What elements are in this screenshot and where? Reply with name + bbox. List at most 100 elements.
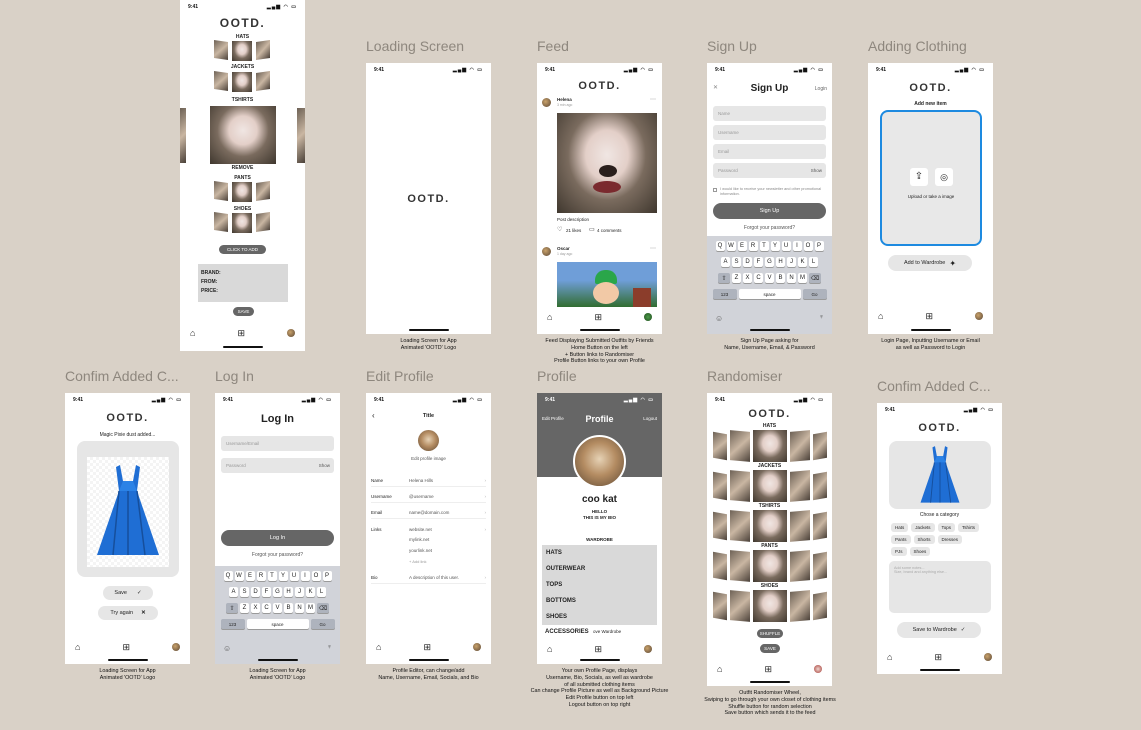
key-j[interactable]: J (295, 587, 304, 597)
item-thumb[interactable] (232, 41, 252, 61)
key-a[interactable]: A (229, 587, 238, 597)
add-icon[interactable]: ⊞ (934, 651, 942, 662)
show-password-toggle[interactable]: Show (318, 463, 330, 468)
item-thumb[interactable] (712, 471, 727, 501)
add-to-wardrobe-button[interactable]: Add to Wardrobe ✦ (888, 255, 972, 271)
key-d[interactable]: D (743, 257, 752, 267)
add-icon[interactable]: ⊞ (925, 310, 933, 321)
key-s[interactable]: S (240, 587, 249, 597)
click-to-add-button[interactable]: CLICK TO ADD (219, 245, 266, 254)
key-l[interactable]: L (809, 257, 818, 267)
mic-icon[interactable]: ♆ (818, 314, 824, 321)
category-carousel[interactable] (711, 510, 828, 542)
login-link[interactable]: Login (814, 86, 827, 92)
item-thumb[interactable] (729, 510, 750, 542)
key-o[interactable]: O (803, 241, 813, 251)
item-thumb[interactable] (752, 510, 787, 542)
key-s[interactable]: S (732, 257, 741, 267)
more-icon[interactable]: ⋯ (650, 97, 656, 103)
key-v[interactable]: V (273, 603, 282, 613)
key-q[interactable]: Q (715, 241, 725, 251)
key-e[interactable]: E (737, 241, 747, 251)
try-again-button[interactable]: Try again ✕ (98, 606, 158, 620)
delete-key[interactable]: ⌫ (809, 273, 821, 283)
key-p[interactable]: P (322, 571, 332, 581)
tshirts-selected-item[interactable] (210, 106, 276, 164)
home-icon[interactable]: ⌂ (376, 641, 382, 652)
item-thumb-right[interactable] (297, 108, 305, 163)
key-b[interactable]: B (284, 603, 293, 613)
post-username[interactable]: Helena (557, 97, 572, 102)
bio-row[interactable]: Bio A description of this user. › (371, 572, 486, 584)
key-h[interactable]: H (284, 587, 293, 597)
password-field[interactable]: Password (221, 458, 334, 473)
delete-key[interactable]: ⌫ (317, 603, 329, 613)
key-k[interactable]: K (798, 257, 807, 267)
key-x[interactable]: X (743, 273, 752, 283)
forgot-password-link[interactable]: Forgot your password? (251, 552, 304, 558)
upload-dropzone[interactable]: ⇪ ◎ Upload or take a image (880, 110, 982, 246)
jackets-carousel[interactable] (208, 71, 276, 92)
numbers-key[interactable]: 123 (712, 289, 737, 299)
close-icon[interactable]: ✕ (713, 85, 719, 91)
profile-avatar[interactable] (286, 329, 295, 337)
item-thumb[interactable] (729, 470, 750, 502)
shift-key[interactable]: ⇧ (226, 603, 238, 613)
save-to-wardrobe-button[interactable]: Save to Wardrobe ✓ (897, 622, 981, 638)
item-thumb[interactable] (752, 430, 787, 462)
add-icon[interactable]: ⊞ (764, 663, 772, 674)
logout-link[interactable]: Logout (643, 416, 657, 421)
profile-avatar[interactable] (643, 313, 652, 321)
emoji-icon[interactable]: ☺ (715, 314, 724, 323)
item-thumb[interactable] (256, 40, 270, 60)
go-key[interactable]: Go (802, 289, 827, 299)
home-icon[interactable]: ⌂ (75, 641, 81, 652)
name-field[interactable]: Name (713, 106, 826, 121)
profile-avatar[interactable] (171, 643, 180, 651)
post-image[interactable] (557, 113, 657, 213)
key-g[interactable]: G (765, 257, 774, 267)
item-thumb[interactable] (812, 551, 827, 581)
post-username[interactable]: Oscar (557, 246, 570, 251)
category-chip-tshirts[interactable]: Tshirts (958, 523, 980, 532)
username-email-field[interactable]: Username/Email (221, 436, 334, 451)
more-icon[interactable]: ⋯ (650, 246, 656, 252)
item-thumb[interactable] (214, 40, 228, 60)
item-thumb[interactable] (712, 511, 727, 541)
item-thumb[interactable] (232, 213, 252, 233)
shoes-carousel[interactable] (208, 212, 276, 233)
item-thumb[interactable] (214, 181, 228, 201)
username-field[interactable]: Username (713, 125, 826, 140)
item-thumb[interactable] (712, 551, 727, 581)
add-icon[interactable]: ⊞ (594, 643, 602, 654)
key-u[interactable]: U (289, 571, 299, 581)
item-thumb[interactable] (256, 71, 270, 91)
category-chip-shoes[interactable]: Shoes (909, 547, 931, 556)
add-link-button[interactable]: + Add link (409, 559, 427, 564)
item-thumb[interactable] (712, 431, 727, 461)
item-thumb-left[interactable] (180, 108, 186, 163)
key-i[interactable]: I (300, 571, 310, 581)
key-z[interactable]: Z (240, 603, 249, 613)
comment-icon[interactable]: ▭ (589, 227, 595, 233)
home-icon[interactable]: ⌂ (878, 310, 884, 321)
key-l[interactable]: L (317, 587, 326, 597)
like-icon[interactable]: ♡ (557, 227, 563, 233)
key-y[interactable]: Y (278, 571, 288, 581)
key-t[interactable]: T (759, 241, 769, 251)
add-icon[interactable]: ⊞ (122, 641, 130, 652)
mic-icon[interactable]: ♆ (326, 644, 332, 651)
category-chip-jackets[interactable]: Jackets (911, 523, 935, 532)
emoji-icon[interactable]: ☺ (223, 644, 232, 653)
category-carousel[interactable] (711, 550, 828, 582)
name-row[interactable]: Name Helena Hills › (371, 475, 486, 487)
item-thumb[interactable] (812, 431, 827, 461)
signup-button[interactable]: Sign Up (713, 203, 826, 219)
key-f[interactable]: F (262, 587, 271, 597)
key-o[interactable]: O (311, 571, 321, 581)
key-g[interactable]: G (273, 587, 282, 597)
upload-icon[interactable]: ⇪ (910, 168, 928, 186)
category-carousel[interactable] (711, 470, 828, 502)
key-a[interactable]: A (721, 257, 730, 267)
camera-icon[interactable]: ◎ (935, 168, 953, 186)
